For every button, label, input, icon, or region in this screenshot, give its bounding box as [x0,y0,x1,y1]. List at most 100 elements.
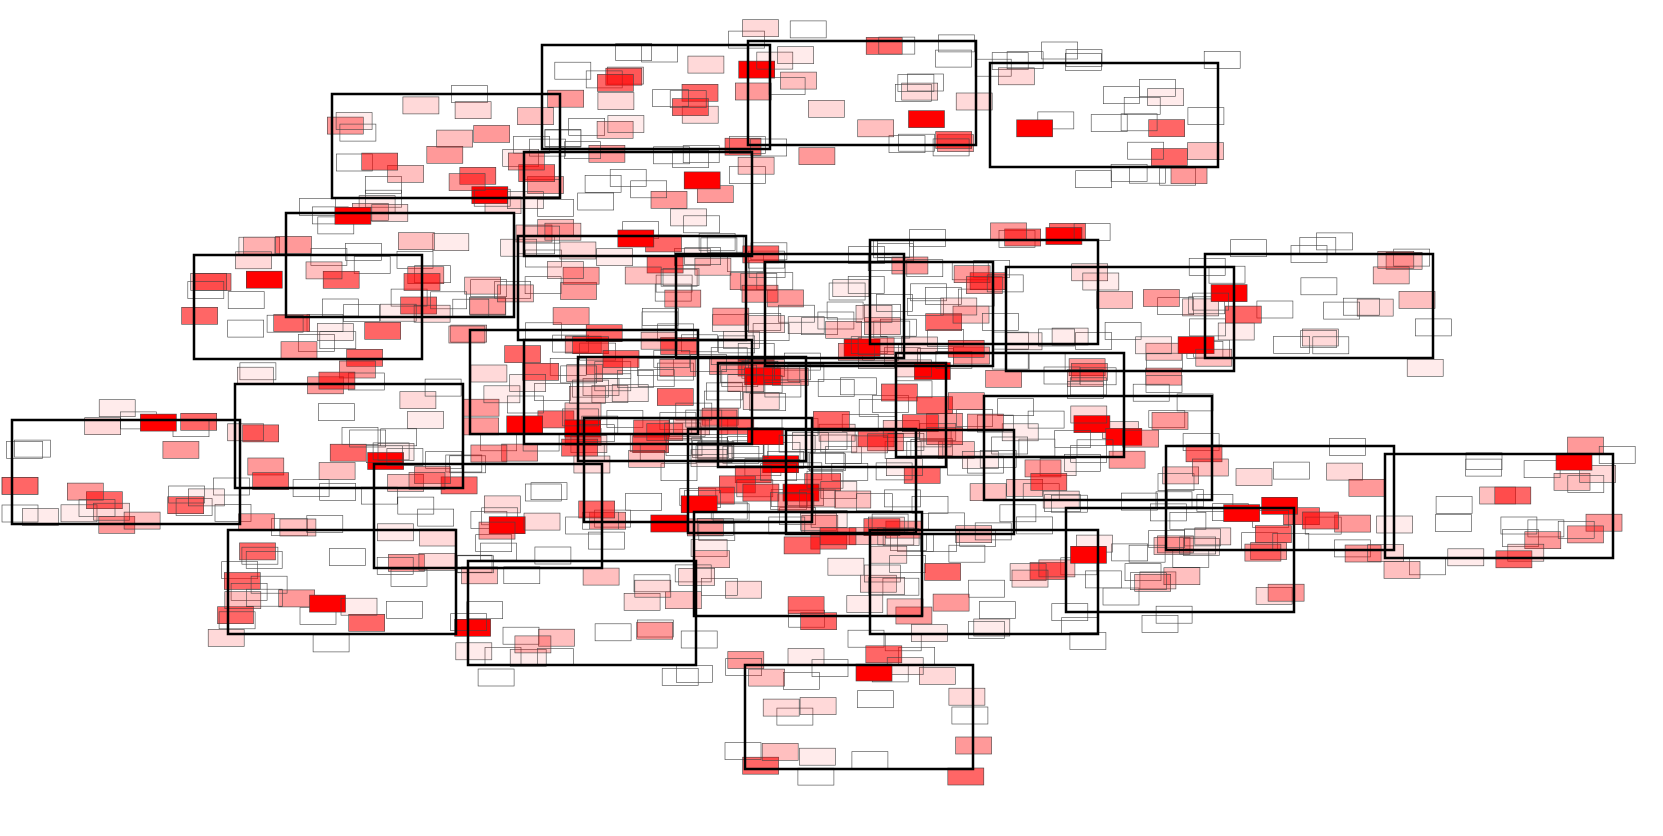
member-box [569,385,606,404]
member-box [67,482,104,501]
member-box [364,321,402,340]
member-box [894,84,932,102]
member-box [749,393,787,411]
member-box [597,74,634,92]
member-box [661,668,699,686]
member-box [1110,164,1148,182]
member-box [322,270,360,289]
member-box [1312,336,1350,355]
member-box [554,61,592,80]
member-box [867,433,904,452]
member-box [817,311,855,330]
member-box [617,370,654,388]
member-box [851,435,888,454]
member-box [343,304,380,322]
cluster-frame-19 [233,382,465,490]
member-box [745,375,783,394]
member-box [239,362,277,381]
member-box [168,485,205,504]
member-box [750,138,788,157]
member-box [1225,305,1262,324]
member-box [1028,353,1066,371]
member-box [341,427,379,445]
cluster-frame-21 [982,394,1214,502]
member-box [1255,525,1292,543]
member-box [920,534,957,552]
member-box [1090,114,1128,132]
member-box [837,343,875,361]
member-box [953,265,991,284]
member-box [673,417,711,436]
member-box [682,145,720,163]
member-box [976,414,1014,433]
member-box [538,628,575,647]
member-box [602,350,640,368]
member-box [858,398,896,417]
member-box [361,152,399,171]
highlighted-member-box [1070,545,1107,564]
member-box [1553,472,1591,491]
member-box [1145,367,1182,386]
member-box [1070,405,1108,424]
cluster-frame-5 [522,150,754,258]
member-box [22,508,59,526]
member-box [1004,228,1042,247]
member-box [828,282,866,301]
member-box [832,279,870,298]
highlighted-member-box [334,207,372,225]
member-box [1465,458,1502,477]
cluster-frame-32 [466,559,698,667]
cluster-frame-26 [1164,444,1396,552]
member-box [252,472,289,490]
member-box [825,320,863,339]
member-box [566,364,604,383]
cluster-frame-22 [582,416,814,524]
member-box [940,297,978,316]
member-box [417,508,455,527]
member-box [867,516,905,535]
member-box [353,256,391,274]
member-box [475,534,513,552]
highlighted-member-box [1261,496,1298,515]
member-box [725,658,763,676]
member-box [1393,248,1430,267]
member-box [518,164,556,182]
member-box [188,488,225,507]
member-box [162,441,200,459]
member-box [14,439,51,458]
member-box [364,176,402,194]
member-box [280,341,318,360]
member-box [1187,142,1224,160]
member-box [884,489,921,508]
member-box [1267,583,1305,602]
member-box [748,668,785,687]
member-box [761,743,799,761]
member-box [877,527,915,546]
member-box [672,150,709,168]
member-box [1103,86,1140,104]
member-box [834,490,872,509]
highlighted-member-box [744,367,781,386]
member-box [1145,374,1183,393]
member-box [623,592,661,611]
cluster-frame-7 [192,253,424,361]
member-box [1162,466,1199,485]
member-box [459,167,497,185]
cluster-frame-15 [522,338,754,446]
member-box [851,751,889,769]
member-box [379,303,417,322]
member-box [246,588,283,607]
member-box [275,236,312,254]
cluster-frame-25 [372,462,604,570]
member-box [509,374,547,392]
member-box [424,378,462,397]
member-box [863,564,901,583]
member-box [227,319,264,338]
member-box [1567,475,1605,493]
member-box [641,311,679,330]
member-box [1203,50,1241,69]
member-box [1,476,39,495]
member-box [242,424,279,443]
member-box [776,707,814,726]
member-box [407,411,444,429]
